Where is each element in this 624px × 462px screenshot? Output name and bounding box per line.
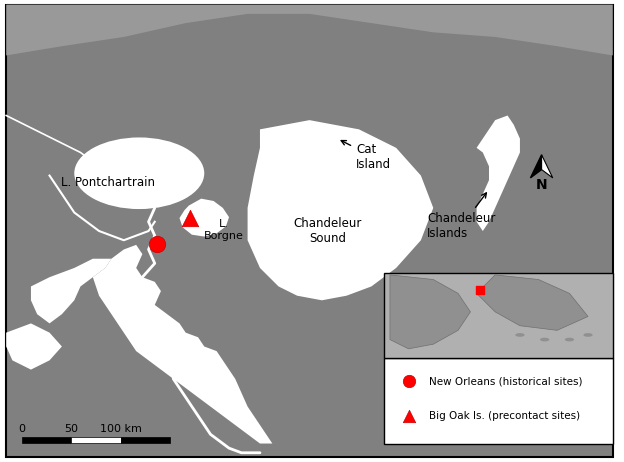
Polygon shape: [6, 323, 62, 370]
Point: [475, 286, 485, 293]
Ellipse shape: [319, 135, 349, 147]
Text: New Orleans (historical sites): New Orleans (historical sites): [429, 376, 582, 386]
Text: N: N: [536, 178, 547, 192]
Polygon shape: [31, 259, 112, 323]
Text: Big Oak Is. (precontact sites): Big Oak Is. (precontact sites): [429, 411, 580, 421]
Bar: [22, 437, 71, 443]
Bar: [384, 273, 613, 358]
Point: [404, 412, 414, 419]
Polygon shape: [248, 120, 433, 300]
Text: L. Pontchartrain: L. Pontchartrain: [61, 176, 155, 189]
Polygon shape: [6, 5, 613, 55]
Text: 0: 0: [18, 424, 25, 434]
Polygon shape: [477, 275, 588, 330]
Ellipse shape: [583, 333, 593, 337]
Bar: [120, 437, 170, 443]
Bar: [71, 437, 120, 443]
Ellipse shape: [515, 333, 525, 337]
Text: Cat
Island: Cat Island: [341, 140, 391, 171]
Text: 50: 50: [64, 424, 78, 434]
Text: Chandeleur
Islands: Chandeleur Islands: [427, 193, 495, 240]
Polygon shape: [542, 155, 553, 178]
Point: [185, 214, 195, 222]
Polygon shape: [390, 275, 470, 349]
Polygon shape: [530, 155, 542, 178]
Polygon shape: [477, 116, 520, 231]
Polygon shape: [180, 199, 229, 237]
Point: [152, 240, 162, 248]
Bar: [384, 358, 613, 444]
Point: [404, 377, 414, 385]
Ellipse shape: [540, 338, 549, 341]
Polygon shape: [93, 245, 272, 444]
Text: Chandeleur
Sound: Chandeleur Sound: [294, 217, 363, 245]
Ellipse shape: [565, 338, 574, 341]
Ellipse shape: [74, 138, 204, 209]
Text: 100 km: 100 km: [100, 424, 142, 434]
Text: L.
Borgne: L. Borgne: [204, 219, 244, 241]
